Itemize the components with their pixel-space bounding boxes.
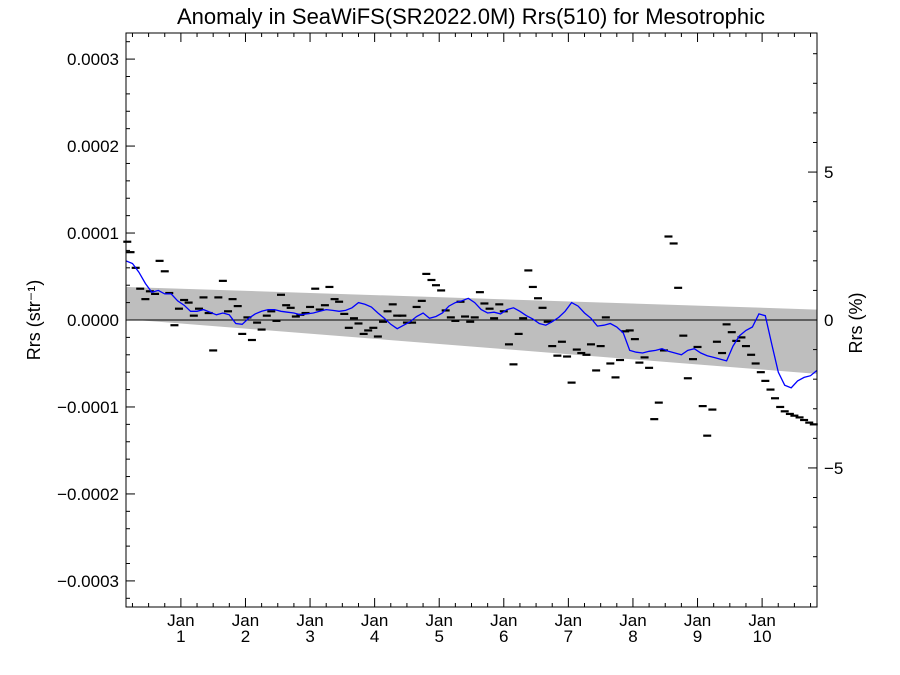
x-tick-label-year: 6 xyxy=(499,627,508,646)
x-tick-label-month: Jan xyxy=(361,611,388,630)
y-axis-label-left: Rrs (str⁻¹) xyxy=(24,280,44,360)
x-tick-label-month: Jan xyxy=(296,611,323,630)
x-tick-label-year: 3 xyxy=(305,627,314,646)
x-tick-label-year: 2 xyxy=(241,627,250,646)
y-tick-label: −0.0001 xyxy=(57,398,119,417)
y-tick-label: 0.0001 xyxy=(67,224,119,243)
y-tick-label: −0.0002 xyxy=(57,485,119,504)
y-tick-label: −0.0003 xyxy=(57,572,119,591)
x-tick-label-year: 1 xyxy=(176,627,185,646)
x-tick-label-year: 10 xyxy=(753,627,772,646)
x-tick-label-year: 5 xyxy=(434,627,443,646)
x-tick-label-month: Jan xyxy=(232,611,259,630)
x-tick-label-month: Jan xyxy=(555,611,582,630)
x-tick-label-month: Jan xyxy=(490,611,517,630)
x-tick-label-month: Jan xyxy=(619,611,646,630)
y-right-tick-label: 0 xyxy=(824,311,833,330)
x-tick-label-month: Jan xyxy=(425,611,452,630)
y-right-tick-label: 5 xyxy=(824,163,833,182)
y-tick-label: 0.0003 xyxy=(67,50,119,69)
x-tick-label-year: 8 xyxy=(628,627,637,646)
y-axis-label-right: Rrs (%) xyxy=(846,293,866,354)
x-tick-label-month: Jan xyxy=(167,611,194,630)
x-tick-label-year: 7 xyxy=(564,627,573,646)
y-tick-label: 0.0000 xyxy=(67,311,119,330)
x-tick-label-year: 9 xyxy=(693,627,702,646)
axes-layer: 0.0003 0.0002 0.0001 0.0000 −0.0001 −0.0002 −0… xyxy=(57,32,843,646)
smooth-line xyxy=(125,260,818,389)
x-tick-label-month: Jan xyxy=(684,611,711,630)
chart-title: Anomaly in SeaWiFS(SR2022.0M) Rrs(510) f… xyxy=(177,4,765,29)
y-tick-label: 0.0002 xyxy=(67,137,119,156)
smooth-line-layer xyxy=(125,260,818,389)
x-tick-label-year: 4 xyxy=(370,627,379,646)
x-tick-label-month: Jan xyxy=(748,611,775,630)
y-right-tick-label: −5 xyxy=(824,459,843,478)
